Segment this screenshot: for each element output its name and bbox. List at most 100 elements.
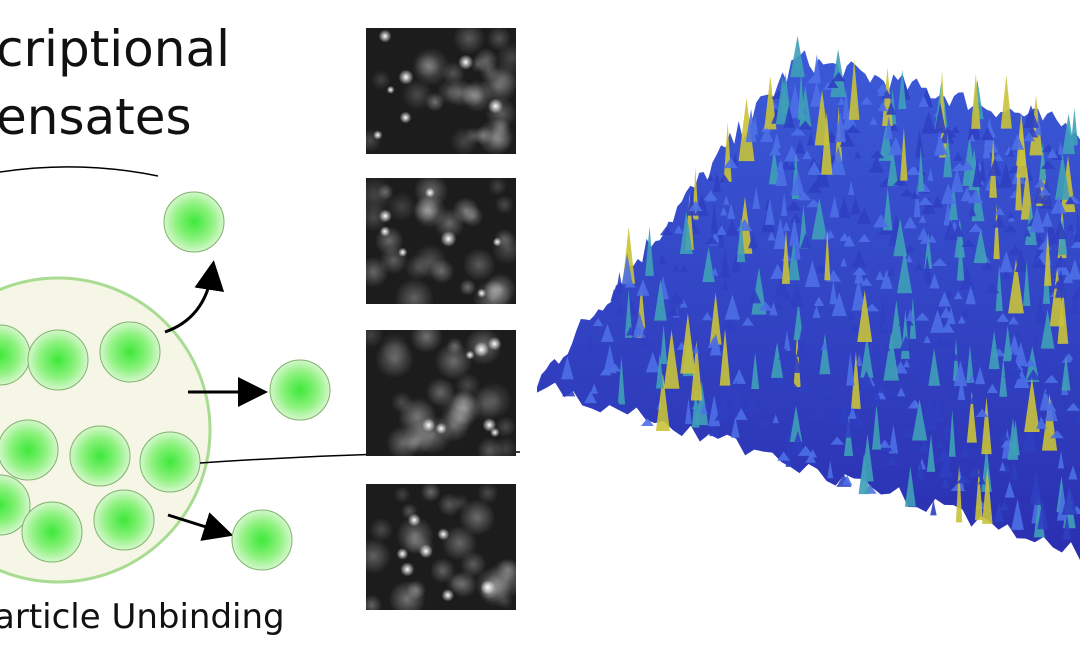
surface-peak (919, 235, 930, 244)
surface-peak (811, 409, 824, 418)
haze (401, 79, 433, 111)
surface-peak (956, 475, 972, 484)
surface-peak (1039, 199, 1054, 209)
surface-peak (1000, 75, 1012, 129)
surface-peak (723, 158, 739, 169)
surface-peak (1057, 141, 1064, 155)
surface-peak (1054, 255, 1068, 268)
surface-peak (1061, 485, 1078, 515)
surface-peak (736, 217, 746, 263)
surface-peak (658, 254, 666, 264)
surface-peak (724, 294, 741, 320)
surface-peak (994, 207, 1005, 216)
haze (441, 525, 478, 561)
surface-peak (873, 214, 889, 228)
surface-peak (999, 461, 1006, 471)
surface-peak (911, 399, 928, 441)
surface-peak (900, 127, 908, 181)
surface-peak (729, 381, 743, 408)
surface-peak (947, 352, 962, 361)
surface-peak (1007, 210, 1015, 219)
surface-peak (968, 205, 976, 217)
surface-peak (935, 130, 945, 156)
surface-peak (854, 265, 865, 284)
surface-peak (941, 321, 955, 333)
bright-spot (399, 111, 412, 124)
surface-peak (899, 188, 915, 197)
surface-peak (982, 139, 991, 159)
surface-peak (609, 363, 621, 372)
microscopy-image (357, 320, 519, 464)
surface-peak (584, 391, 597, 404)
surface-peak (850, 351, 861, 409)
surface-peak (875, 270, 885, 281)
surface-peak (1058, 450, 1065, 469)
surface-peak (654, 279, 667, 321)
surface-peak (782, 221, 791, 232)
surface-peak (995, 264, 1003, 312)
haze (415, 53, 440, 78)
surface-peak (717, 387, 729, 419)
surface-peak (914, 262, 924, 271)
surface-peak (781, 229, 790, 284)
surface-peak (1037, 499, 1049, 530)
surface-peak (679, 211, 693, 254)
surface-peak (703, 191, 718, 200)
surface-peak (905, 244, 916, 253)
haze (476, 482, 499, 504)
surface-peak (917, 196, 933, 206)
surface-peak (820, 387, 832, 396)
surface-peak (610, 288, 618, 302)
surface-peak (672, 263, 680, 272)
surface-peak (592, 318, 604, 327)
surface-peak (1023, 105, 1039, 128)
surface-peak (901, 428, 915, 438)
surface-peak (1055, 268, 1067, 298)
surface-peak (1065, 196, 1076, 205)
surface-peak (1029, 471, 1042, 506)
surface-peak (935, 439, 944, 448)
surface-peak (692, 226, 701, 235)
surface-peak (1000, 271, 1013, 280)
surface-peak (709, 333, 722, 356)
surface-peak (876, 83, 889, 93)
surface-peak (838, 196, 851, 219)
surface-peak (888, 424, 899, 454)
surface-peak (975, 366, 986, 385)
haze (476, 118, 515, 156)
surface-peak (720, 206, 728, 216)
surface-peak (730, 416, 740, 438)
surface-peak (700, 403, 708, 415)
surface-peak (691, 388, 700, 428)
surface-peak (886, 267, 896, 277)
surface-peak (706, 173, 714, 182)
surface-peak (705, 236, 719, 245)
surface-peak (758, 418, 773, 427)
surface-peak (872, 348, 882, 359)
surface-peak (789, 283, 805, 307)
surface-peak (919, 364, 930, 384)
surface-peak (860, 277, 873, 286)
haze (420, 481, 441, 502)
surface-peak (996, 312, 1010, 322)
surface-peak (667, 305, 680, 317)
surface-peak (722, 387, 732, 396)
haze (452, 22, 486, 55)
surface-peak (795, 139, 805, 154)
surface-peak (905, 254, 913, 263)
surface-peak (885, 389, 898, 398)
bright-spot (465, 350, 475, 360)
bright-spot (422, 418, 436, 432)
surface-peak (812, 305, 821, 318)
surface-peak (848, 180, 855, 195)
surface-peak (782, 292, 793, 301)
bright-spot (398, 69, 414, 85)
surface-peak (599, 367, 612, 376)
surface-peak (804, 260, 821, 287)
surface-peak (789, 405, 803, 442)
surface-peak (960, 187, 974, 202)
particle (27, 329, 89, 391)
surface-peak (846, 351, 855, 386)
haze (379, 332, 411, 364)
